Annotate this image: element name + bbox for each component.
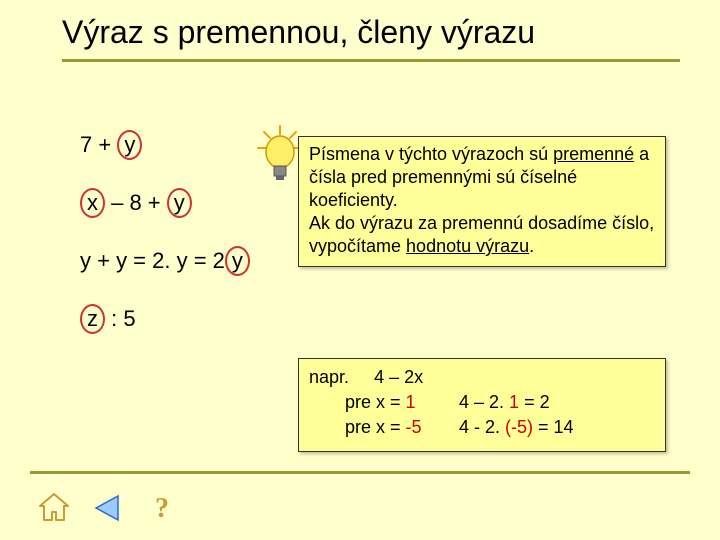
footer-nav: ?	[36, 490, 180, 526]
def-l2-underline: premenné	[553, 144, 634, 164]
def-l1a: Písmena v týchto výrazoch sú	[309, 144, 553, 164]
expressions-list: 7 + y x – 8 + y y + y = 2. y = 2y z : 5	[80, 130, 250, 362]
example-header: napr. 4 – 2x	[309, 365, 655, 390]
back-icon[interactable]	[90, 490, 126, 526]
example-row-1: pre x = 1 4 – 2. 1 = 2	[309, 390, 655, 415]
ex-r1-rc: = 2	[519, 392, 550, 412]
expr2-mid: – 8 +	[105, 190, 167, 215]
expr3-pre: y + y = 2. y = 2	[80, 248, 225, 273]
expr4-post: : 5	[105, 306, 136, 331]
expression-4: z : 5	[80, 304, 250, 334]
ex-head-a: napr.	[309, 367, 349, 387]
ex-r2-rc: = 14	[533, 417, 574, 437]
help-icon[interactable]: ?	[144, 490, 180, 526]
title-underline	[62, 59, 680, 62]
home-icon[interactable]	[36, 490, 72, 526]
expression-3: y + y = 2. y = 2y	[80, 246, 250, 276]
expr4-circled-z: z	[80, 304, 105, 334]
expr3-circled-y: y	[225, 246, 250, 276]
ex-r1-val: 1	[406, 392, 416, 412]
expr2-circled-x: x	[80, 188, 105, 218]
example-box: napr. 4 – 2x pre x = 1 4 – 2. 1 = 2 pre …	[298, 358, 666, 452]
title-block: Výraz s premennou, členy výrazu	[62, 14, 680, 62]
def-l3-end: .	[529, 236, 534, 256]
ex-r2-ra: 4 - 2.	[459, 417, 505, 437]
ex-r2-left: pre x =	[345, 417, 406, 437]
definition-box: Písmena v týchto výrazoch sú premenné a …	[298, 136, 666, 267]
expr2-circled-y: y	[167, 188, 192, 218]
footer-divider	[30, 471, 690, 474]
ex-r1-rb: 1	[509, 392, 519, 412]
svg-text:?: ?	[155, 493, 169, 524]
example-row-2: pre x = -5 4 - 2. (-5) = 14	[309, 415, 655, 440]
ex-r1-left: pre x =	[345, 392, 406, 412]
def-l3-underline: hodnotu výrazu	[406, 236, 529, 256]
ex-head-b: 4 – 2x	[374, 367, 423, 387]
expression-2: x – 8 + y	[80, 188, 250, 218]
ex-r2-rb: (-5)	[505, 417, 533, 437]
expr1-circled-y: y	[117, 130, 142, 160]
expression-1: 7 + y	[80, 130, 250, 160]
ex-r1-ra: 4 – 2.	[459, 392, 509, 412]
ex-r2-val: -5	[406, 417, 422, 437]
page-title: Výraz s premennou, členy výrazu	[62, 14, 680, 57]
expr1-pre: 7 +	[80, 132, 117, 157]
